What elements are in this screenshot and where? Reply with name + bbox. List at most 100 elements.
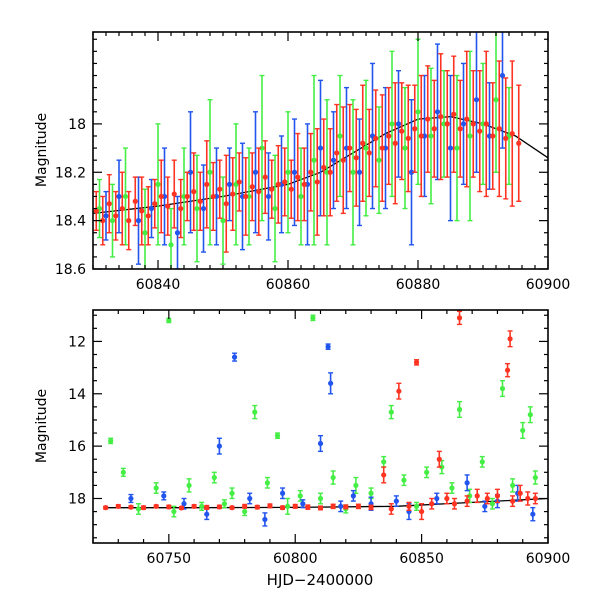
top-data-point xyxy=(126,190,132,251)
bottom-data-point xyxy=(393,495,399,508)
bottom-data-point xyxy=(135,503,142,515)
top-data-point xyxy=(483,50,489,198)
bottom-marker xyxy=(108,438,114,444)
bottom-data-point xyxy=(401,474,407,487)
top-data-point xyxy=(412,84,418,173)
bottom-data-point xyxy=(211,471,217,484)
bottom-data-point xyxy=(310,314,316,322)
top-data-point xyxy=(187,111,194,234)
bottom-marker xyxy=(355,503,362,509)
top-marker xyxy=(194,205,200,212)
bottom-data-point xyxy=(328,372,334,395)
top-data-point xyxy=(116,159,122,234)
top-data-point xyxy=(139,176,145,246)
top-marker xyxy=(311,157,317,163)
bottom-data-point xyxy=(229,487,235,500)
top-marker xyxy=(356,169,363,175)
top-marker xyxy=(285,169,291,175)
bottom-marker xyxy=(489,501,495,507)
bottom-panel: 60750 60800 60850 60900 12 14 16 18 Magnitude H… xyxy=(34,309,570,589)
top-marker xyxy=(425,116,431,122)
top-data-point xyxy=(288,159,294,219)
top-marker xyxy=(252,169,259,175)
top-data-point xyxy=(317,79,324,217)
top-marker xyxy=(457,126,463,132)
bottom-data-point xyxy=(128,493,134,504)
bottom-data-point xyxy=(186,478,192,493)
top-marker xyxy=(389,121,395,127)
top-marker xyxy=(460,121,467,127)
bottom-marker xyxy=(467,493,473,499)
bottom-data-point xyxy=(532,470,538,485)
top-marker xyxy=(191,189,197,195)
bottom-marker xyxy=(510,498,516,504)
top-data-point xyxy=(249,152,255,222)
top-marker xyxy=(132,198,138,204)
top-data-point xyxy=(467,50,473,222)
bottom-marker xyxy=(120,469,126,475)
bottom-data-point xyxy=(300,499,306,509)
bottom-marker xyxy=(449,485,455,491)
bottom-data-point xyxy=(484,492,490,505)
bottom-marker xyxy=(161,493,167,499)
bottom-data-point xyxy=(166,317,172,324)
top-marker xyxy=(493,97,499,103)
top-data-point xyxy=(168,207,174,269)
top-marker xyxy=(360,140,366,146)
bottom-marker xyxy=(401,477,407,483)
bottom-data-point xyxy=(424,466,430,479)
top-marker xyxy=(220,218,226,224)
bottom-data-point xyxy=(115,503,121,509)
top-data-point xyxy=(265,152,272,241)
top-data-point xyxy=(340,106,346,215)
top-data-point xyxy=(217,159,223,219)
top-marker xyxy=(454,145,460,151)
top-data-point xyxy=(392,82,398,205)
top-data-point xyxy=(363,79,369,217)
top-marker xyxy=(408,169,415,175)
bottom-data-point xyxy=(274,432,281,439)
bottom-marker xyxy=(216,443,222,449)
top-data-point xyxy=(337,74,343,198)
top-marker xyxy=(438,114,444,120)
top-marker xyxy=(171,191,177,197)
bottom-marker xyxy=(229,490,235,496)
bottom-marker xyxy=(285,503,291,509)
top-marker xyxy=(197,198,203,204)
bottom-marker xyxy=(292,503,298,509)
top-data-point xyxy=(243,157,249,236)
bottom-data-point xyxy=(504,362,511,378)
bottom-data-point xyxy=(406,501,412,511)
top-data-point xyxy=(184,171,190,222)
bottom-data-point xyxy=(108,437,114,445)
top-data-point xyxy=(373,89,379,188)
top-marker xyxy=(483,121,489,127)
bottom-data-point xyxy=(229,505,235,511)
top-data-point xyxy=(200,164,207,253)
top-marker xyxy=(317,145,324,151)
bottom-data-point xyxy=(396,382,402,400)
top-data-point xyxy=(493,32,499,173)
top-marker xyxy=(184,193,190,200)
top-data-point xyxy=(447,74,454,222)
top-marker xyxy=(200,205,207,212)
bottom-data-point xyxy=(353,476,359,494)
top-data-point xyxy=(171,159,177,229)
top-data-point xyxy=(399,82,405,181)
top-data-point xyxy=(509,60,515,207)
bottom-marker xyxy=(479,459,485,465)
bottom-series-b xyxy=(128,343,536,527)
bottom-marker xyxy=(231,354,238,360)
bottom-marker xyxy=(140,505,147,511)
bottom-data-point xyxy=(527,406,533,424)
bottom-marker xyxy=(499,385,506,392)
top-data-point xyxy=(119,171,125,246)
bottom-data-point xyxy=(204,508,210,521)
bottom-marker xyxy=(482,503,488,509)
top-marker xyxy=(350,169,356,175)
top-marker xyxy=(334,150,340,156)
top-series-b xyxy=(103,32,506,269)
bottom-marker xyxy=(242,508,248,515)
bottom-marker xyxy=(330,474,336,481)
